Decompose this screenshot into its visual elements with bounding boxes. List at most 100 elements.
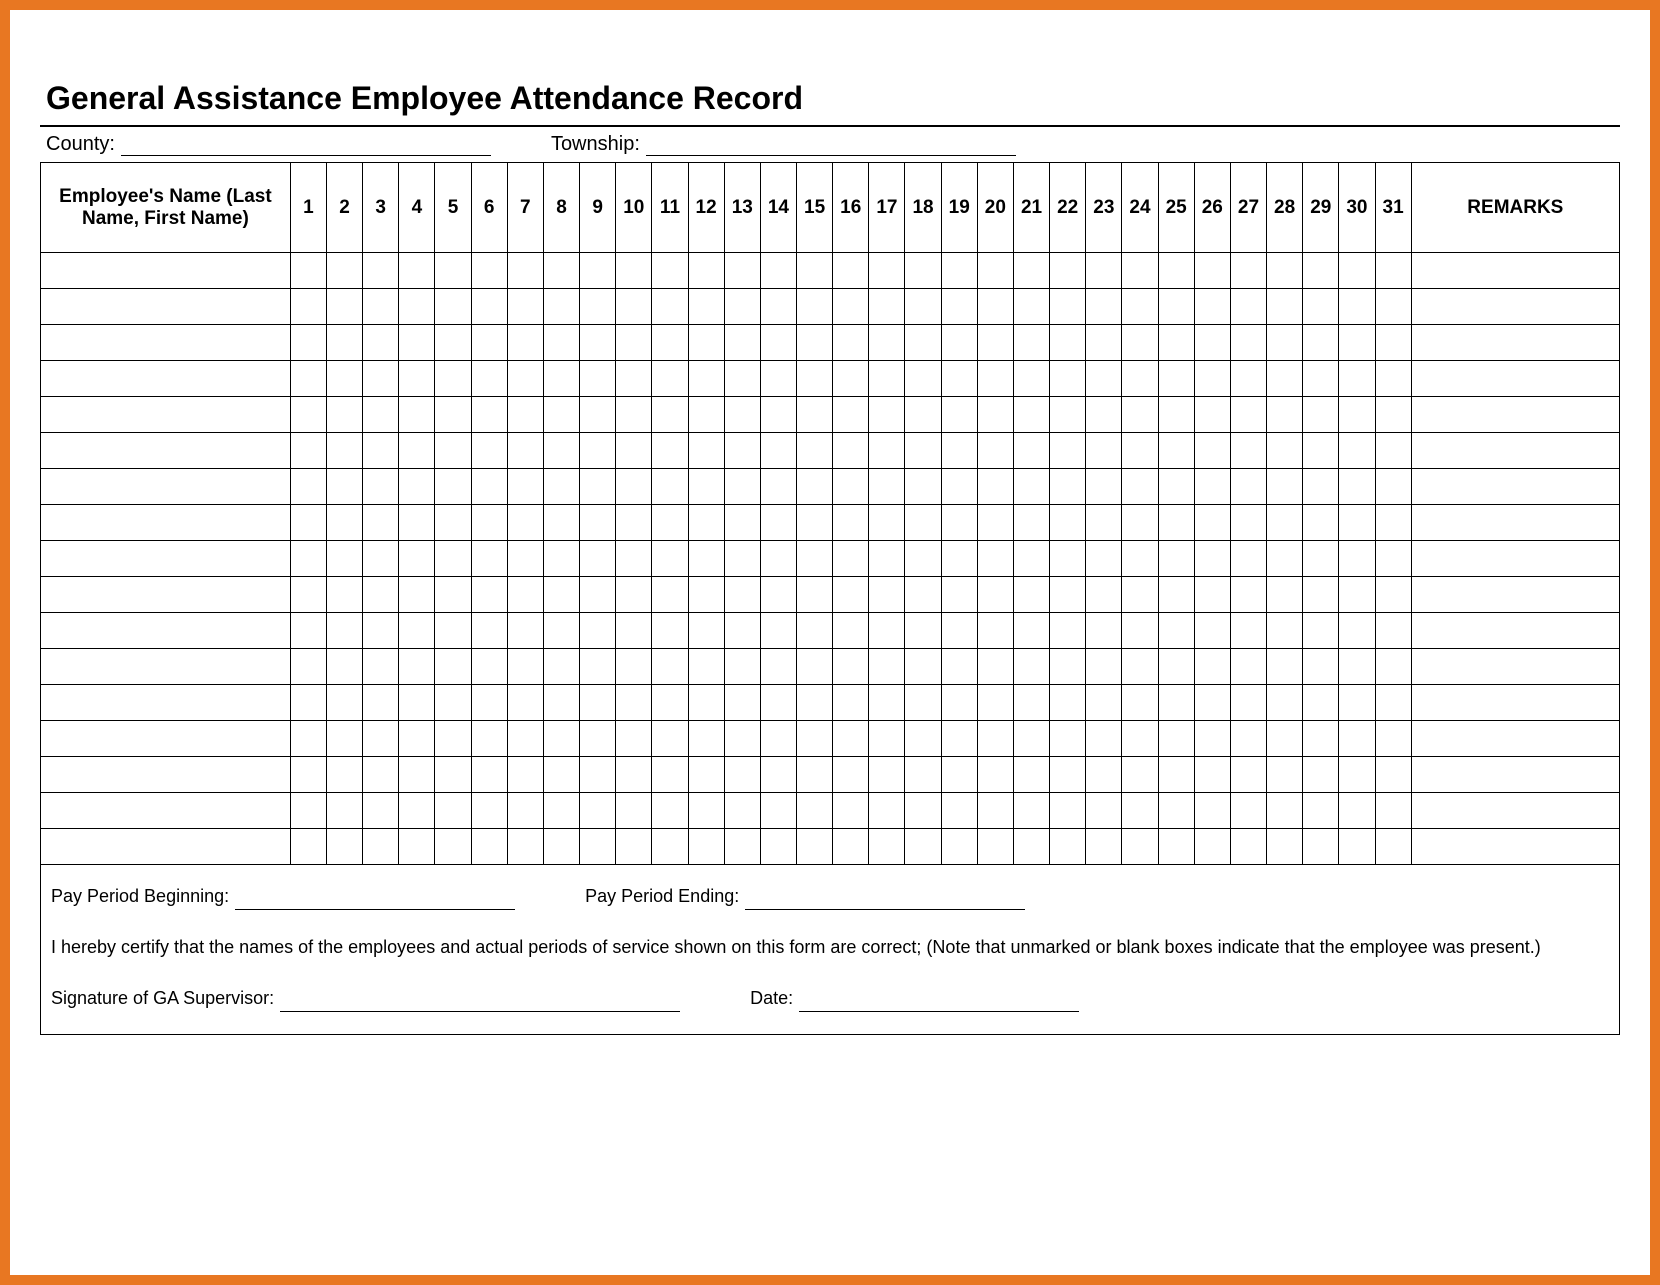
attendance-day-cell[interactable] [580, 649, 616, 685]
employee-name-cell[interactable] [41, 613, 291, 649]
employee-name-cell[interactable] [41, 721, 291, 757]
attendance-day-cell[interactable] [869, 793, 905, 829]
attendance-day-cell[interactable] [1303, 541, 1339, 577]
attendance-day-cell[interactable] [1013, 829, 1049, 865]
attendance-day-cell[interactable] [869, 649, 905, 685]
attendance-day-cell[interactable] [1375, 577, 1411, 613]
attendance-day-cell[interactable] [724, 577, 760, 613]
attendance-day-cell[interactable] [471, 577, 507, 613]
attendance-day-cell[interactable] [507, 613, 543, 649]
employee-name-cell[interactable] [41, 757, 291, 793]
attendance-day-cell[interactable] [435, 505, 471, 541]
attendance-day-cell[interactable] [435, 685, 471, 721]
attendance-day-cell[interactable] [1267, 577, 1303, 613]
attendance-day-cell[interactable] [363, 577, 399, 613]
attendance-day-cell[interactable] [1158, 361, 1194, 397]
attendance-day-cell[interactable] [399, 613, 435, 649]
attendance-day-cell[interactable] [326, 793, 362, 829]
remarks-cell[interactable] [1411, 577, 1619, 613]
attendance-day-cell[interactable] [760, 253, 796, 289]
attendance-day-cell[interactable] [1303, 613, 1339, 649]
attendance-day-cell[interactable] [1050, 361, 1086, 397]
attendance-day-cell[interactable] [471, 613, 507, 649]
attendance-day-cell[interactable] [724, 361, 760, 397]
attendance-day-cell[interactable] [760, 649, 796, 685]
attendance-day-cell[interactable] [1339, 253, 1375, 289]
attendance-day-cell[interactable] [507, 397, 543, 433]
attendance-day-cell[interactable] [1158, 721, 1194, 757]
attendance-day-cell[interactable] [869, 433, 905, 469]
attendance-day-cell[interactable] [543, 505, 579, 541]
attendance-day-cell[interactable] [724, 289, 760, 325]
attendance-day-cell[interactable] [833, 361, 869, 397]
attendance-day-cell[interactable] [833, 505, 869, 541]
attendance-day-cell[interactable] [1267, 253, 1303, 289]
attendance-day-cell[interactable] [399, 829, 435, 865]
attendance-day-cell[interactable] [724, 793, 760, 829]
attendance-day-cell[interactable] [1158, 433, 1194, 469]
attendance-day-cell[interactable] [760, 721, 796, 757]
attendance-day-cell[interactable] [1122, 541, 1158, 577]
attendance-day-cell[interactable] [543, 613, 579, 649]
attendance-day-cell[interactable] [471, 361, 507, 397]
remarks-cell[interactable] [1411, 469, 1619, 505]
attendance-day-cell[interactable] [797, 613, 833, 649]
attendance-day-cell[interactable] [507, 361, 543, 397]
attendance-day-cell[interactable] [290, 757, 326, 793]
attendance-day-cell[interactable] [543, 289, 579, 325]
attendance-day-cell[interactable] [543, 397, 579, 433]
employee-name-cell[interactable] [41, 829, 291, 865]
attendance-day-cell[interactable] [1122, 757, 1158, 793]
attendance-day-cell[interactable] [941, 505, 977, 541]
attendance-day-cell[interactable] [435, 541, 471, 577]
attendance-day-cell[interactable] [688, 253, 724, 289]
attendance-day-cell[interactable] [1122, 469, 1158, 505]
attendance-day-cell[interactable] [833, 433, 869, 469]
attendance-day-cell[interactable] [1122, 577, 1158, 613]
attendance-day-cell[interactable] [833, 793, 869, 829]
attendance-day-cell[interactable] [905, 757, 941, 793]
attendance-day-cell[interactable] [616, 469, 652, 505]
attendance-day-cell[interactable] [435, 397, 471, 433]
attendance-day-cell[interactable] [1267, 289, 1303, 325]
attendance-day-cell[interactable] [1158, 613, 1194, 649]
attendance-day-cell[interactable] [797, 577, 833, 613]
attendance-day-cell[interactable] [399, 793, 435, 829]
attendance-day-cell[interactable] [543, 325, 579, 361]
attendance-day-cell[interactable] [941, 613, 977, 649]
attendance-day-cell[interactable] [905, 721, 941, 757]
attendance-day-cell[interactable] [363, 325, 399, 361]
attendance-day-cell[interactable] [290, 325, 326, 361]
attendance-day-cell[interactable] [580, 361, 616, 397]
attendance-day-cell[interactable] [326, 649, 362, 685]
attendance-day-cell[interactable] [580, 433, 616, 469]
attendance-day-cell[interactable] [1050, 649, 1086, 685]
attendance-day-cell[interactable] [1339, 469, 1375, 505]
attendance-day-cell[interactable] [1086, 613, 1122, 649]
attendance-day-cell[interactable] [471, 397, 507, 433]
attendance-day-cell[interactable] [1158, 685, 1194, 721]
attendance-day-cell[interactable] [616, 361, 652, 397]
county-input-line[interactable] [121, 155, 491, 156]
attendance-day-cell[interactable] [1194, 577, 1230, 613]
attendance-day-cell[interactable] [760, 685, 796, 721]
attendance-day-cell[interactable] [977, 649, 1013, 685]
attendance-day-cell[interactable] [1230, 685, 1266, 721]
attendance-day-cell[interactable] [399, 325, 435, 361]
attendance-day-cell[interactable] [399, 289, 435, 325]
attendance-day-cell[interactable] [869, 289, 905, 325]
attendance-day-cell[interactable] [399, 721, 435, 757]
attendance-day-cell[interactable] [1158, 253, 1194, 289]
attendance-day-cell[interactable] [580, 541, 616, 577]
attendance-day-cell[interactable] [580, 829, 616, 865]
attendance-day-cell[interactable] [616, 325, 652, 361]
signature-input-line[interactable] [280, 1011, 680, 1012]
attendance-day-cell[interactable] [616, 793, 652, 829]
attendance-day-cell[interactable] [290, 253, 326, 289]
remarks-cell[interactable] [1411, 361, 1619, 397]
attendance-day-cell[interactable] [905, 577, 941, 613]
attendance-day-cell[interactable] [905, 613, 941, 649]
attendance-day-cell[interactable] [1013, 757, 1049, 793]
attendance-day-cell[interactable] [652, 541, 688, 577]
employee-name-cell[interactable] [41, 361, 291, 397]
